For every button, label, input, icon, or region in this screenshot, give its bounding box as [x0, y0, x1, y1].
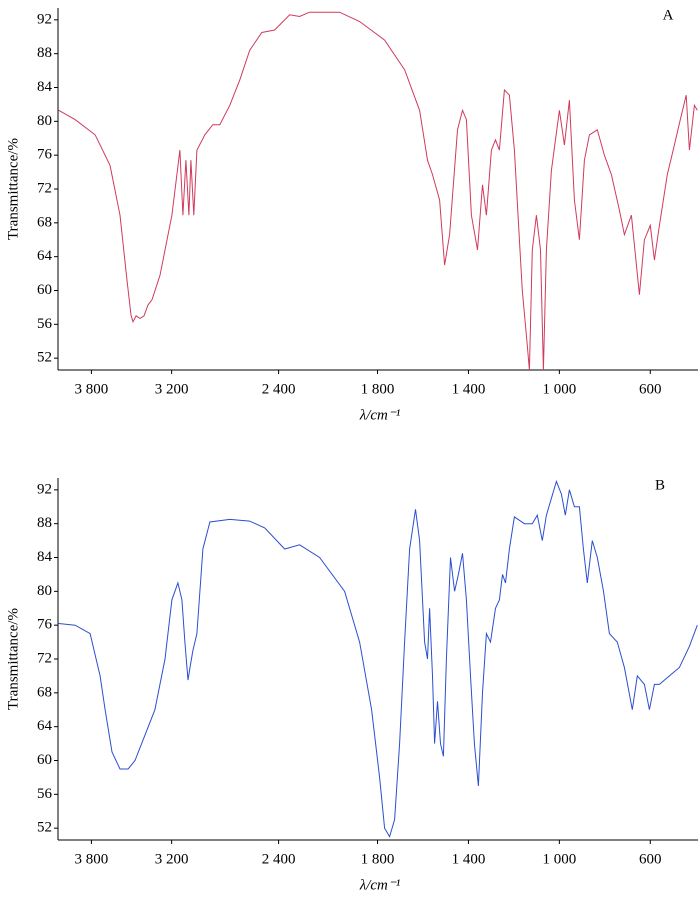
y-tick-label: 68: [37, 214, 52, 230]
y-tick-label: 64: [37, 248, 53, 264]
y-tick-label: 80: [37, 113, 52, 129]
y-tick-label: 80: [37, 583, 52, 599]
y-tick-label: 84: [37, 79, 53, 95]
spectrum-line: [58, 11, 698, 371]
y-tick-label: 84: [37, 549, 53, 565]
y-tick-label: 56: [37, 316, 53, 332]
y-axis-label: Transmittance/%: [5, 138, 21, 240]
y-tick-label: 72: [37, 180, 52, 196]
y-tick-label: 92: [37, 11, 52, 27]
x-tick-label: 2 400: [262, 851, 296, 867]
y-tick-label: 88: [37, 515, 52, 531]
panel-label: A: [663, 7, 674, 23]
x-tick-label: 3 200: [155, 851, 189, 867]
y-tick-label: 60: [37, 282, 52, 298]
x-tick-label: 1 800: [361, 851, 395, 867]
y-tick-label: 76: [37, 617, 53, 633]
x-tick-label: 1 000: [542, 381, 576, 397]
x-axis-label: λ/cm⁻¹: [359, 407, 401, 423]
x-axis-label: λ/cm⁻¹: [359, 877, 401, 893]
x-tick-label: 3 800: [75, 851, 109, 867]
x-tick-label: 600: [639, 381, 662, 397]
y-axis-label: Transmittance/%: [5, 608, 21, 710]
y-tick-label: 88: [37, 45, 52, 61]
x-tick-label: 1 400: [452, 381, 486, 397]
y-tick-label: 52: [37, 820, 52, 836]
x-tick-label: 3 800: [75, 381, 109, 397]
spectrum-line: [58, 479, 698, 838]
x-tick-label: 1 800: [361, 381, 395, 397]
x-tick-label: 2 400: [262, 381, 296, 397]
x-tick-label: 600: [639, 851, 662, 867]
y-tick-label: 76: [37, 147, 53, 163]
y-tick-label: 56: [37, 786, 53, 802]
y-tick-label: 68: [37, 684, 52, 700]
x-tick-label: 3 200: [155, 381, 189, 397]
x-tick-label: 1 400: [452, 851, 486, 867]
y-tick-label: 60: [37, 752, 52, 768]
y-tick-label: 52: [37, 350, 52, 366]
y-tick-label: 72: [37, 650, 52, 666]
panel-label: B: [655, 477, 665, 493]
x-tick-label: 1 000: [542, 851, 576, 867]
y-tick-label: 92: [37, 481, 52, 497]
y-tick-label: 64: [37, 718, 53, 734]
